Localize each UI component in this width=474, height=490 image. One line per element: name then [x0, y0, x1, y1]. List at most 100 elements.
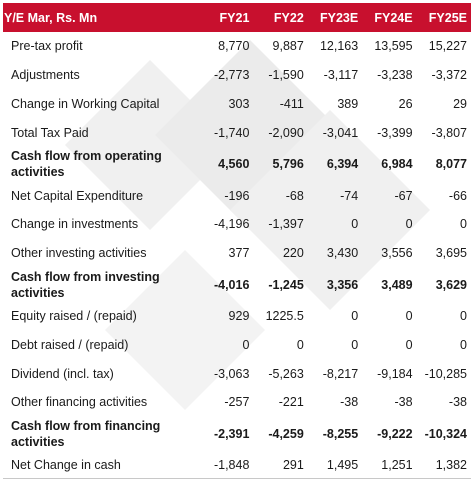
table-row: Debt raised / (repaid) 0 0 0 0 0: [3, 330, 471, 359]
row-label: Cash flow from financing activities: [11, 418, 161, 449]
row-label: Cash flow from operating activities: [11, 149, 162, 180]
row-value: -67: [394, 188, 413, 203]
row-value: 3,489: [381, 277, 413, 292]
row-value: 3,556: [381, 246, 413, 261]
row-label: Cash flow from investing activities: [11, 269, 160, 300]
row-value: 3,430: [326, 246, 359, 261]
row-value: 3,695: [435, 246, 467, 261]
row-value: -68: [285, 188, 304, 203]
row-value: 0: [242, 337, 250, 352]
row-value: 0: [405, 217, 413, 232]
row-value: -2,391: [213, 426, 250, 441]
header-year: FY24E: [362, 3, 417, 32]
row-value: -257: [224, 395, 250, 410]
row-value: 0: [460, 217, 467, 232]
row-value: 13,595: [374, 39, 413, 54]
row-value: 1,495: [307, 450, 363, 480]
row-label: Debt raised / (repaid): [11, 337, 129, 352]
row-value: 0: [405, 337, 413, 352]
table-header-row: Y/E Mar, Rs. Mn FY21 FY22 FY23E FY24E FY…: [3, 3, 471, 32]
row-value: 389: [337, 96, 359, 111]
row-label: Other investing activities: [11, 246, 147, 261]
row-value: 3,356: [326, 277, 359, 292]
row-value: 0: [460, 337, 467, 352]
row-value: 1,251: [362, 450, 417, 480]
row-label: Net Change in cash: [3, 450, 200, 480]
row-value: -1,848: [199, 450, 254, 480]
row-value: -9,184: [377, 366, 413, 381]
row-value: 1,382: [416, 450, 471, 480]
table-row: Dividend (incl. tax) -3,063 -5,263 -8,217 -9…: [3, 359, 471, 388]
row-value: -3,117: [323, 68, 359, 83]
row-value: 0: [351, 308, 359, 323]
row-value: 4,560: [218, 157, 250, 172]
row-value: -2,773: [213, 68, 250, 83]
table-row: Cash flow from investing activities -4,01…: [3, 268, 471, 302]
row-value: 9,887: [272, 39, 304, 54]
row-value: -8,255: [322, 426, 359, 441]
header-year: FY23E: [307, 3, 363, 32]
table-row: Net Capital Expenditure -196 -68 -74 -67 -66: [3, 181, 471, 210]
table-row: Change in Working Capital 303 -411 389 26 29: [3, 90, 471, 119]
row-label: Equity raised / (repaid): [11, 308, 137, 323]
row-value: -10,285: [424, 366, 467, 381]
row-label: Adjustments: [11, 68, 80, 83]
row-label: Change in investments: [11, 217, 139, 232]
row-value: -8,217: [322, 366, 359, 381]
row-value: -2,090: [268, 125, 304, 140]
row-value: -4,016: [213, 277, 250, 292]
row-value: -38: [448, 395, 467, 410]
row-value: 29: [453, 96, 467, 111]
row-label: Change in Working Capital: [11, 96, 160, 111]
row-value: -38: [340, 395, 359, 410]
row-value: -5,263: [268, 366, 304, 381]
row-value: -411: [279, 96, 304, 111]
row-value: -221: [278, 395, 304, 410]
table-row: Other investing activities 377 220 3,430 3,5…: [3, 239, 471, 268]
row-value: -3,399: [377, 125, 413, 140]
row-value: -196: [224, 188, 250, 203]
row-value: 0: [405, 308, 413, 323]
row-value: 5,796: [272, 157, 304, 172]
row-label: Total Tax Paid: [11, 125, 89, 140]
row-value: -9,222: [377, 426, 413, 441]
row-value: 6,394: [326, 157, 359, 172]
row-value: 26: [398, 96, 413, 111]
row-value: 1225.5: [265, 308, 304, 323]
row-value: -3,372: [431, 68, 467, 83]
header-year: FY25E: [416, 3, 471, 32]
row-value: 377: [228, 246, 250, 261]
table-row: Adjustments -2,773 -1,590 -3,117 -3,238 -3,37…: [3, 61, 471, 90]
table-row: Change in investments -4,196 -1,397 0 0 0: [3, 210, 471, 239]
row-value: 0: [460, 308, 467, 323]
row-label: Dividend (incl. tax): [11, 366, 114, 381]
table-row: Total Tax Paid -1,740 -2,090 -3,041 -3,399 -3…: [3, 118, 471, 147]
header-label: Y/E Mar, Rs. Mn: [3, 3, 200, 32]
cash-flow-table: Y/E Mar, Rs. Mn FY21 FY22 FY23E FY24E FY…: [3, 3, 471, 480]
row-value: -1,590: [268, 68, 304, 83]
row-value: 291: [253, 450, 308, 480]
row-value: 6,984: [381, 157, 413, 172]
table-row: Cash flow from operating activities 4,560…: [3, 147, 471, 181]
row-value: -1,245: [268, 277, 304, 292]
row-value: 3,629: [435, 277, 467, 292]
row-label: Pre-tax profit: [11, 39, 83, 54]
table-row: Equity raised / (repaid) 929 1225.5 0 0 0: [3, 302, 471, 331]
row-value: 220: [282, 246, 304, 261]
row-value: -38: [394, 395, 413, 410]
row-value: -10,324: [424, 426, 467, 441]
row-value: -3,041: [322, 125, 359, 140]
table-row: Net Change in cash -1,848 291 1,495 1,251 1,3…: [3, 450, 471, 480]
table-row: Cash flow from financing activities -2,39…: [3, 417, 471, 451]
row-value: -3,807: [431, 125, 467, 140]
row-value: 0: [351, 217, 359, 232]
row-value: 8,770: [218, 39, 250, 54]
row-value: -3,238: [377, 68, 413, 83]
table-row: Other financing activities -257 -221 -38 -38…: [3, 388, 471, 417]
row-value: 0: [296, 337, 304, 352]
row-value: 929: [228, 308, 250, 323]
row-value: -4,259: [268, 426, 304, 441]
row-value: -1,740: [213, 125, 250, 140]
row-value: -74: [340, 188, 359, 203]
row-value: 15,227: [428, 39, 467, 54]
